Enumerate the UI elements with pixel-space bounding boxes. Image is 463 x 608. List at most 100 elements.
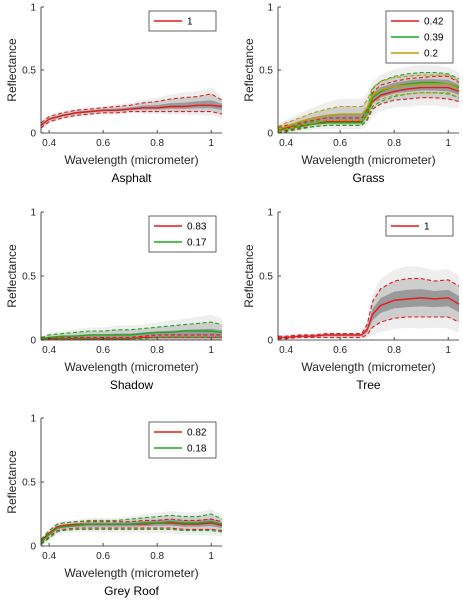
y-tick-label: 1 bbox=[30, 208, 36, 219]
density-band bbox=[278, 278, 459, 339]
series-0-upper-line bbox=[41, 334, 222, 338]
chart-title: Grey Roof bbox=[104, 584, 159, 598]
x-tick-label: 0.4 bbox=[279, 138, 293, 149]
series-0-upper-line bbox=[278, 278, 459, 337]
legend-box bbox=[148, 10, 217, 32]
chart-panel-1: 0.4 0.6 0.8 1 0 0.5 1 Wavelength (micrometer) Re… bbox=[242, 3, 459, 185]
series-1-upper-line bbox=[41, 513, 222, 540]
chart-title: Asphalt bbox=[111, 171, 152, 185]
x-tick-label: 0.6 bbox=[96, 138, 110, 149]
x-tick-label: 0.4 bbox=[42, 138, 56, 149]
chart-title: Shadow bbox=[110, 378, 154, 392]
legend-entry-label: 0.42 bbox=[424, 17, 444, 28]
chart-title: Tree bbox=[356, 378, 381, 392]
chart-panel-2: 0.4 0.6 0.8 1 0 0.5 1 Wavelength (micrometer) Re… bbox=[5, 208, 222, 392]
y-tick-label: 0.5 bbox=[22, 478, 36, 489]
x-axis-label: Wavelength (micrometer) bbox=[301, 360, 435, 374]
series-0-upper-line bbox=[41, 93, 222, 124]
x-axis-label: Wavelength (micrometer) bbox=[64, 153, 198, 167]
legend-entry-label: 0.2 bbox=[424, 49, 438, 60]
y-axis-label: Reflectance bbox=[242, 244, 256, 308]
y-tick-label: 1 bbox=[30, 3, 36, 14]
plot-content bbox=[41, 87, 222, 130]
y-tick-label: 0 bbox=[30, 129, 36, 140]
y-tick-label: 1 bbox=[30, 414, 36, 425]
x-tick-label: 0.4 bbox=[42, 345, 56, 356]
series-1-upper-line bbox=[41, 321, 222, 338]
x-tick-label: 0.8 bbox=[150, 551, 164, 562]
x-axis-label: Wavelength (micrometer) bbox=[64, 360, 198, 374]
series-2-mean-line bbox=[278, 83, 459, 130]
y-tick-label: 0 bbox=[30, 542, 36, 553]
legend-entry-label: 0.83 bbox=[187, 222, 207, 233]
density-band-outer bbox=[41, 314, 222, 340]
series-1-mean-line bbox=[41, 520, 222, 543]
series-0-lower-line bbox=[41, 111, 222, 129]
legend: 0.42 0.39 0.2 bbox=[385, 10, 454, 64]
series-1-lower-line bbox=[278, 92, 459, 133]
y-tick-label: 1 bbox=[267, 208, 273, 219]
y-tick-label: 0 bbox=[30, 336, 36, 347]
x-tick-label: 0.8 bbox=[387, 138, 401, 149]
y-axis-label: Reflectance bbox=[242, 38, 256, 102]
y-tick-label: 0 bbox=[267, 336, 273, 347]
x-tick-label: 1 bbox=[208, 551, 214, 562]
y-tick-label: 0.5 bbox=[22, 66, 36, 77]
legend: 0.82 0.18 bbox=[148, 421, 217, 459]
series-1-lower-line bbox=[41, 528, 222, 546]
x-tick-label: 0.6 bbox=[96, 551, 110, 562]
y-tick-label: 0.5 bbox=[22, 272, 36, 283]
x-tick-label: 0.4 bbox=[279, 345, 293, 356]
y-tick-label: 1 bbox=[267, 3, 273, 14]
series-0-lower-line bbox=[278, 97, 459, 133]
x-tick-label: 1 bbox=[208, 345, 214, 356]
plot-content bbox=[278, 266, 459, 340]
legend-entry-label: 0.17 bbox=[187, 238, 207, 249]
x-tick-label: 0.8 bbox=[150, 345, 164, 356]
series-0-lower-line bbox=[41, 527, 222, 544]
series-0-mean-line bbox=[278, 297, 459, 339]
x-tick-label: 1 bbox=[208, 138, 214, 149]
series-2-upper-line bbox=[278, 74, 459, 128]
legend-entry-label: 0.82 bbox=[187, 428, 207, 439]
x-tick-label: 0.4 bbox=[42, 551, 56, 562]
plot-content bbox=[41, 509, 222, 546]
chart-title: Grass bbox=[352, 171, 384, 185]
chart-panel-3: 0.4 0.6 0.8 1 0 0.5 1 Wavelength (micrometer) Re… bbox=[242, 208, 459, 392]
legend-box bbox=[148, 215, 217, 253]
legend: 0.83 0.17 bbox=[148, 215, 217, 253]
x-axis-label: Wavelength (micrometer) bbox=[64, 566, 198, 580]
x-tick-label: 1 bbox=[445, 138, 451, 149]
series-1-mean-line bbox=[41, 330, 222, 340]
legend-entry-label: 0.18 bbox=[187, 444, 207, 455]
legend-entry-label: 1 bbox=[187, 17, 193, 28]
x-tick-label: 1 bbox=[445, 345, 451, 356]
series-0-mean-line bbox=[41, 104, 222, 126]
density-band-core bbox=[278, 289, 459, 338]
y-tick-label: 0.5 bbox=[259, 272, 273, 283]
y-axis-label: Reflectance bbox=[5, 450, 19, 514]
legend-entry-label: 1 bbox=[424, 222, 430, 233]
legend-box bbox=[148, 421, 217, 459]
x-tick-label: 0.6 bbox=[333, 345, 347, 356]
x-axis-label: Wavelength (micrometer) bbox=[301, 153, 435, 167]
legend: 1 bbox=[385, 215, 454, 237]
chart-panel-0: 0.4 0.6 0.8 1 0 0.5 1 Wavelength (micrometer) Re… bbox=[5, 3, 222, 185]
density-band-outer bbox=[278, 266, 459, 340]
y-tick-label: 0 bbox=[267, 129, 273, 140]
y-axis-label: Reflectance bbox=[5, 38, 19, 102]
legend-entry-label: 0.39 bbox=[424, 33, 444, 44]
plot-content bbox=[41, 314, 222, 340]
x-tick-label: 0.6 bbox=[96, 345, 110, 356]
x-tick-label: 0.6 bbox=[333, 138, 347, 149]
plot-content bbox=[278, 65, 459, 133]
legend: 1 bbox=[148, 10, 217, 32]
density-band-outer bbox=[41, 509, 222, 546]
series-2-lower-line bbox=[278, 92, 459, 133]
density-band bbox=[41, 93, 222, 128]
series-1-lower-line bbox=[41, 336, 222, 340]
x-tick-label: 0.8 bbox=[150, 138, 164, 149]
y-axis-label: Reflectance bbox=[5, 244, 19, 308]
x-tick-label: 0.8 bbox=[387, 345, 401, 356]
